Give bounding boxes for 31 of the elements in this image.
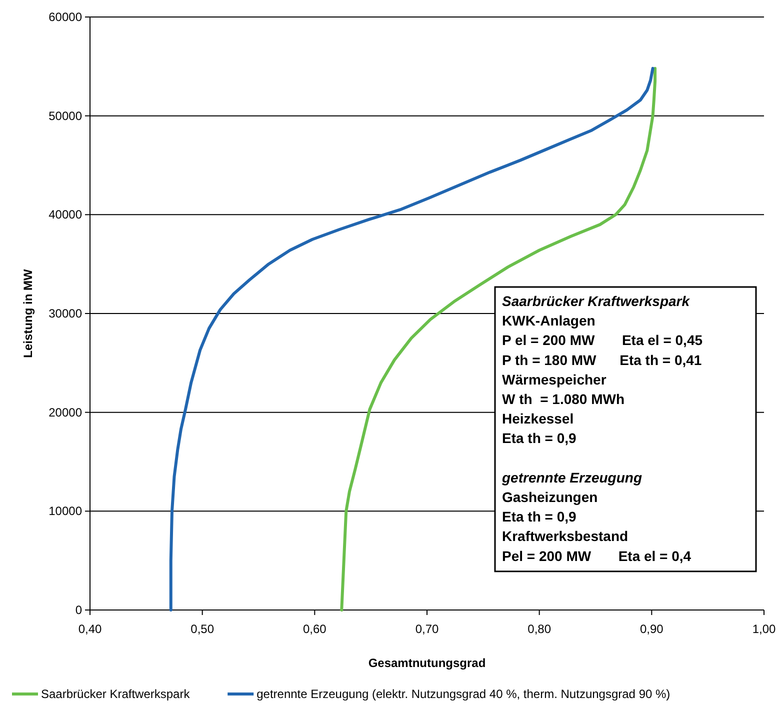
annotation: Eta th = 0,9 [502, 430, 577, 446]
y-tick-label: 30000 [48, 306, 82, 320]
annotation: Saarbrücker Kraftwerkspark [502, 293, 691, 309]
x-tick-label: 0,50 [190, 622, 214, 636]
y-tick-label: 50000 [48, 108, 82, 123]
annotation: P th = 180 MW Eta th = 0,41 [502, 352, 702, 368]
annotation: Pel = 200 MW Eta el = 0,4 [502, 548, 692, 564]
y-tick-label: 60000 [48, 10, 82, 24]
y-axis-title: Leistung in MW [21, 268, 35, 358]
annotation: P el = 200 MW Eta el = 0,45 [502, 332, 703, 348]
legend-label: getrennte Erzeugung (elektr. Nutzungsgrad 40 %, therm. Nutzungsgrad 90 %) [256, 687, 670, 701]
x-tick-label: 0,60 [302, 622, 327, 636]
annotation: Heizkessel [502, 410, 574, 427]
annotation: KWK-Anlagen [502, 312, 596, 329]
x-tick-label: 1,00 [752, 622, 776, 636]
y-tick-label: 40000 [48, 208, 82, 222]
annotation: Kraftwerksbestand [502, 528, 628, 544]
x-tick-label: 0,90 [640, 622, 664, 636]
x-tick-label: 0,40 [78, 622, 102, 636]
annotation: getrennte Erzeugung [501, 469, 642, 486]
annotation: Wärmespeicher [502, 371, 607, 388]
y-tick-label: 10000 [48, 504, 82, 518]
legend-label: Saarbrücker Kraftwerkspark [41, 687, 191, 701]
x-tick-label: 0,70 [415, 622, 439, 636]
y-tick-label: 20000 [48, 405, 82, 420]
x-tick-label: 0,80 [528, 622, 552, 636]
annotation: W th = 1.080 MWh [502, 391, 625, 407]
annotation: Eta th = 0,9 [502, 508, 577, 525]
annotation: Gasheizungen [502, 489, 598, 505]
x-axis-title: Gesamtnutungsgrad [368, 656, 486, 670]
y-tick-label: 0 [75, 603, 82, 617]
